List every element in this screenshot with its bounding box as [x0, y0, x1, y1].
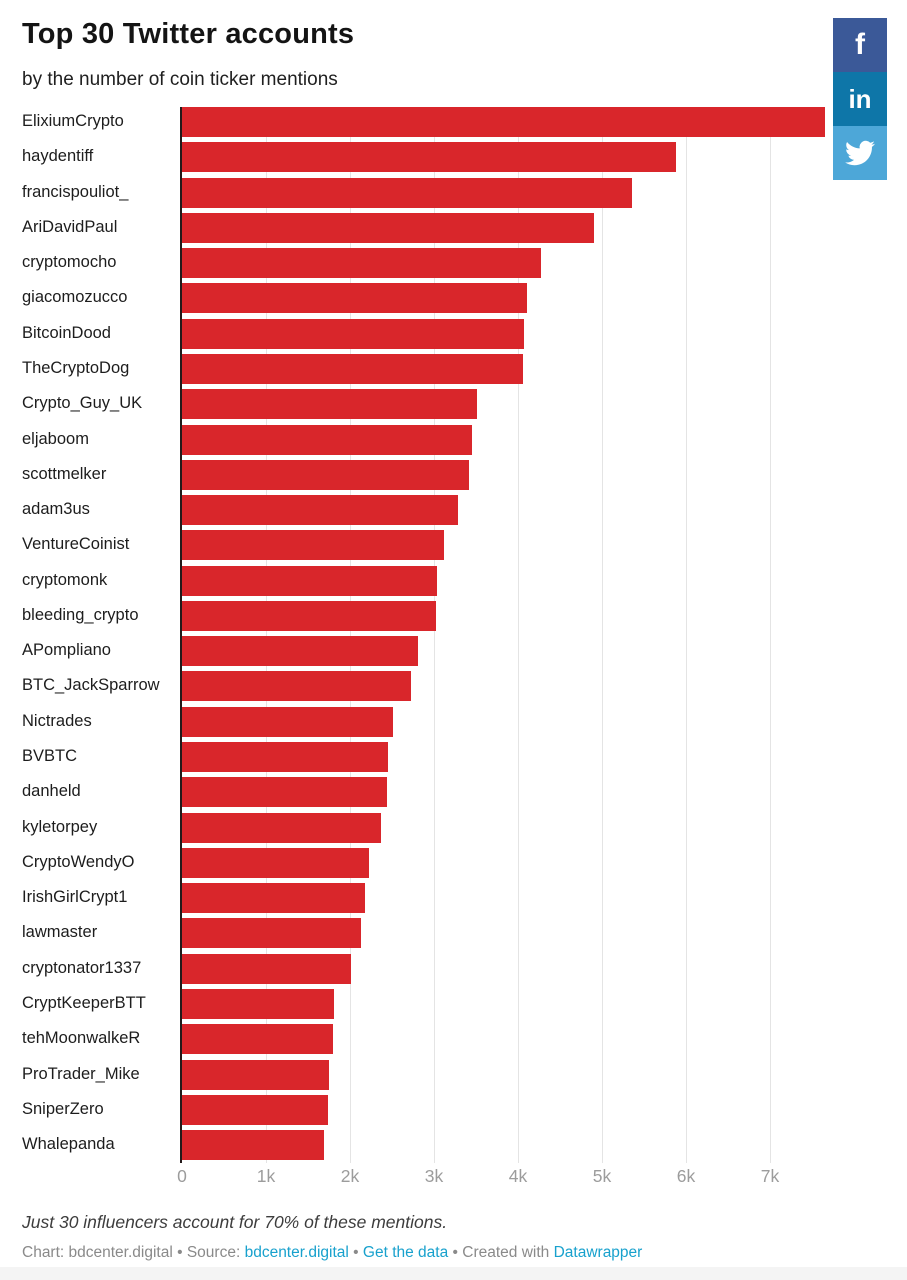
- page-title: Top 30 Twitter accounts: [22, 18, 355, 50]
- x-tick-label: 0: [177, 1166, 187, 1186]
- bar-label: BTC_JackSparrow: [22, 676, 160, 695]
- bar[interactable]: [182, 353, 524, 384]
- bar[interactable]: [182, 742, 388, 773]
- bar[interactable]: [182, 142, 676, 173]
- bar-label: adam3us: [22, 500, 90, 519]
- bar-label: kyletorpey: [22, 817, 98, 836]
- bar[interactable]: [182, 777, 387, 808]
- x-tick-label: 5k: [592, 1166, 612, 1186]
- bar-label: cryptonator1337: [22, 958, 142, 977]
- twitter-bird-icon: [845, 138, 875, 168]
- page-bottom-strip: [0, 1267, 907, 1280]
- bar[interactable]: [182, 424, 472, 455]
- bar[interactable]: [182, 459, 470, 490]
- bar[interactable]: [182, 1024, 334, 1055]
- bar[interactable]: [182, 318, 524, 349]
- bar-label: ProTrader_Mike: [22, 1064, 140, 1083]
- footer-note: Just 30 influencers account for 70% of t…: [22, 1212, 448, 1232]
- bar[interactable]: [182, 636, 419, 667]
- bar[interactable]: [182, 495, 459, 526]
- attribution-link[interactable]: bdcenter.digital: [244, 1244, 349, 1261]
- x-tick-label: 6k: [676, 1166, 696, 1186]
- linkedin-icon: in: [848, 84, 872, 114]
- bar-label: BVBTC: [22, 747, 78, 766]
- attribution-text: Chart: bdcenter.digital: [22, 1244, 173, 1261]
- bar-label: BitcoinDood: [22, 323, 111, 342]
- share-buttons: f in: [833, 18, 887, 180]
- share-twitter-button[interactable]: [833, 126, 887, 180]
- share-facebook-button[interactable]: f: [833, 18, 887, 72]
- x-gridline: [434, 107, 435, 1163]
- x-gridline: [602, 107, 603, 1163]
- attribution-text: •: [448, 1244, 463, 1261]
- x-tick-label: 4k: [508, 1166, 528, 1186]
- facebook-icon: f: [855, 28, 865, 61]
- attribution-text: •: [172, 1244, 187, 1261]
- bar-label: IrishGirlCrypt1: [22, 888, 128, 907]
- bar[interactable]: [182, 1130, 324, 1161]
- bar[interactable]: [182, 530, 445, 561]
- x-gridline: [518, 107, 519, 1163]
- bar[interactable]: [182, 283, 528, 314]
- bar-label: Whalepanda: [22, 1135, 115, 1154]
- attribution-line: Chart: bdcenter.digital • Source: bdcent…: [22, 1244, 642, 1262]
- bar-label: tehMoonwalkeR: [22, 1029, 141, 1048]
- bar-label: Nictrades: [22, 711, 92, 730]
- attribution-link[interactable]: Datawrapper: [553, 1244, 643, 1261]
- bar-label: TheCryptoDog: [22, 358, 130, 377]
- attribution-link[interactable]: Get the data: [362, 1244, 449, 1261]
- x-gridline: [770, 107, 771, 1163]
- bar[interactable]: [182, 212, 595, 243]
- bar-label: giacomozucco: [22, 288, 128, 307]
- bar[interactable]: [182, 812, 382, 843]
- bar[interactable]: [182, 706, 393, 737]
- bar[interactable]: [182, 177, 633, 208]
- bar-label: lawmaster: [22, 923, 98, 942]
- x-gridline: [686, 107, 687, 1163]
- bar-label: francispouliot_: [22, 182, 129, 201]
- bar-label: eljaboom: [22, 429, 89, 448]
- x-tick-label: 2k: [340, 1166, 360, 1186]
- x-tick-label: 3k: [424, 1166, 444, 1186]
- share-linkedin-button[interactable]: in: [833, 72, 887, 126]
- bar[interactable]: [182, 953, 351, 984]
- x-tick-label: 7k: [760, 1166, 780, 1186]
- bar[interactable]: [182, 1094, 329, 1125]
- attribution-text: Created with: [462, 1244, 554, 1261]
- bar[interactable]: [182, 918, 361, 949]
- bar-label: AriDavidPaul: [22, 217, 118, 236]
- attribution-text: •: [348, 1244, 363, 1261]
- bar-label: APompliano: [22, 641, 111, 660]
- bar-label: CryptKeeperBTT: [22, 994, 146, 1012]
- bar[interactable]: [182, 989, 335, 1019]
- bar[interactable]: [182, 248, 541, 279]
- bar-label: ElixiumCrypto: [22, 112, 124, 130]
- bar-label: scottmelker: [22, 464, 107, 483]
- bar[interactable]: [182, 389, 477, 420]
- page-subtitle: by the number of coin ticker mentions: [22, 69, 338, 90]
- bar-label: cryptomocho: [22, 253, 117, 272]
- bar-label: cryptomonk: [22, 570, 108, 589]
- bar[interactable]: [182, 107, 825, 137]
- bar-label: Crypto_Guy_UK: [22, 394, 143, 413]
- bar[interactable]: [182, 883, 366, 914]
- bar[interactable]: [182, 1059, 329, 1090]
- bar-label: haydentiff: [22, 147, 94, 166]
- bar[interactable]: [182, 600, 436, 631]
- bar-label: SniperZero: [22, 1099, 104, 1118]
- bar-label: VentureCoinist: [22, 535, 130, 554]
- x-tick-label: 1k: [256, 1166, 276, 1186]
- bar-label: bleeding_crypto: [22, 605, 139, 624]
- bar[interactable]: [182, 565, 438, 596]
- y-axis-line: [180, 107, 182, 1163]
- attribution-text: Source:: [186, 1244, 245, 1261]
- bar[interactable]: [182, 671, 412, 702]
- bar[interactable]: [182, 847, 370, 878]
- x-gridline: [350, 107, 351, 1163]
- x-gridline: [266, 107, 267, 1163]
- bar-label: danheld: [22, 782, 81, 801]
- bar-label: CryptoWendyO: [22, 852, 135, 871]
